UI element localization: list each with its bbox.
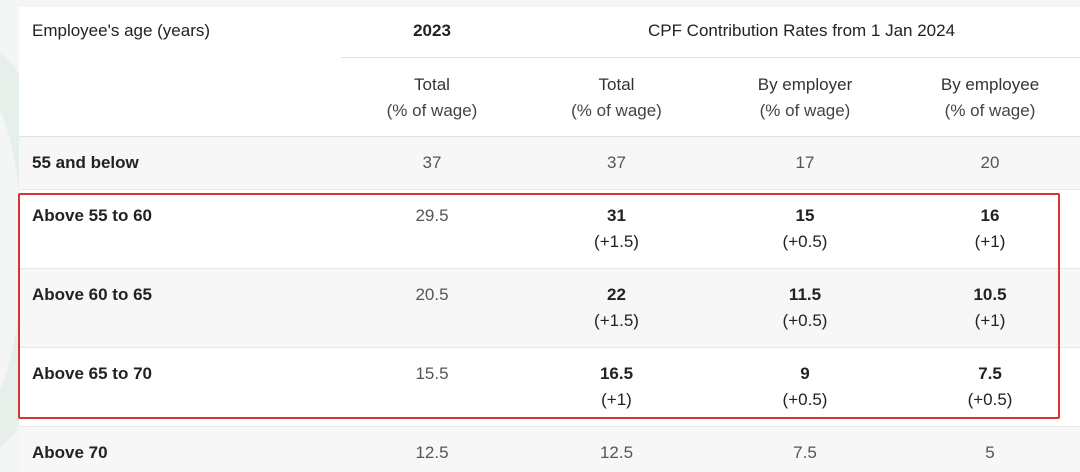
table-row: Above 60 to 65 20.5 22 (+1.5) 11.5 (+0.5…	[19, 268, 1080, 347]
total-cell: 16.5 (+1)	[523, 347, 710, 426]
col-employer-unit: (% of wage)	[759, 100, 851, 120]
employee-cell: 5	[900, 426, 1080, 472]
total-cell: 37	[523, 136, 710, 189]
col-total-2023-unit: (% of wage)	[386, 100, 478, 120]
rate-2023-cell: 37	[341, 136, 523, 189]
total-delta: (+1.5)	[594, 231, 639, 251]
age-cell: 55 and below	[19, 136, 341, 189]
table-row: 55 and below 37 37 17 20	[19, 136, 1080, 189]
age-cell: Above 70	[19, 426, 341, 472]
cpf-rates-table-container: Employee's age (years) 2023 CPF Contribu…	[19, 7, 1080, 472]
employer-cell: 7.5	[710, 426, 900, 472]
total-cell: 12.5	[523, 426, 710, 472]
col-employee-title: By employee	[940, 74, 1040, 94]
rate-2023-cell: 12.5	[341, 426, 523, 472]
employee-value: 7.5	[978, 363, 1002, 383]
table-row: Above 65 to 70 15.5 16.5 (+1) 9 (+0.5) 7…	[19, 347, 1080, 426]
col-employee-unit: (% of wage)	[944, 100, 1036, 120]
rate-2023-cell: 15.5	[415, 363, 449, 383]
total-value: 22	[607, 284, 626, 304]
header-row-sub: Total (% of wage) Total (% of wage) By e…	[19, 57, 1080, 137]
age-column-header-spacer	[19, 57, 341, 137]
rate-2023-cell: 20.5	[341, 268, 523, 347]
total-delta: (+1)	[601, 389, 632, 409]
employer-delta: (+0.5)	[782, 310, 828, 330]
age-cell: Above 65 to 70	[32, 363, 152, 383]
total-cell: 31 (+1.5)	[523, 189, 710, 268]
employee-cell: 7.5 (+0.5)	[900, 347, 1080, 426]
employer-delta: (+0.5)	[782, 389, 828, 409]
employer-value: 15	[795, 205, 815, 225]
total-delta: (+1.5)	[594, 310, 639, 330]
employee-delta: (+0.5)	[967, 389, 1013, 409]
employee-delta: (+1)	[974, 310, 1006, 330]
col-employee-header: By employee (% of wage)	[900, 57, 1080, 137]
year-2023-header: 2023	[341, 7, 523, 58]
col-employer-header: By employer (% of wage)	[710, 57, 900, 137]
employee-cell: 10.5 (+1)	[900, 268, 1080, 347]
col-total-2023-header: Total (% of wage)	[341, 57, 523, 137]
employee-cell: 16 (+1)	[900, 189, 1080, 268]
age-column-header: Employee's age (years)	[32, 21, 211, 40]
col-employer-title: By employer	[757, 74, 853, 94]
table-row: Above 70 12.5 12.5 7.5 5	[19, 426, 1080, 472]
employer-delta: (+0.5)	[782, 231, 828, 251]
employee-delta: (+1)	[974, 231, 1006, 251]
employee-cell: 20	[900, 136, 1080, 189]
col-total-2024-title: Total	[598, 74, 635, 94]
employer-cell: 9 (+0.5)	[710, 347, 900, 426]
employee-value: 10.5	[973, 284, 1007, 304]
cpf-rates-table: Employee's age (years) 2023 CPF Contribu…	[19, 7, 1080, 472]
col-total-2023-title: Total	[414, 74, 450, 94]
employee-value: 16	[980, 205, 1000, 225]
total-cell: 22 (+1.5)	[523, 268, 710, 347]
employer-value: 11.5	[788, 284, 822, 304]
rate-2023-cell: 29.5	[415, 205, 449, 225]
col-total-2024-unit: (% of wage)	[571, 100, 662, 120]
age-cell: Above 55 to 60	[32, 205, 152, 225]
rates-2024-header: CPF Contribution Rates from 1 Jan 2024	[523, 7, 1080, 58]
employer-cell: 15 (+0.5)	[710, 189, 900, 268]
table-row: Above 55 to 60 29.5 31 (+1.5) 15 (+0.5) …	[19, 189, 1080, 268]
employer-value: 9	[800, 363, 810, 383]
employer-cell: 11.5 (+0.5)	[710, 268, 900, 347]
col-total-2024-header: Total (% of wage)	[523, 57, 710, 137]
total-value: 31	[607, 205, 626, 225]
age-cell: Above 60 to 65	[19, 268, 341, 347]
header-row-top: Employee's age (years) 2023 CPF Contribu…	[19, 7, 1080, 58]
employer-cell: 17	[710, 136, 900, 189]
total-value: 16.5	[599, 363, 634, 383]
